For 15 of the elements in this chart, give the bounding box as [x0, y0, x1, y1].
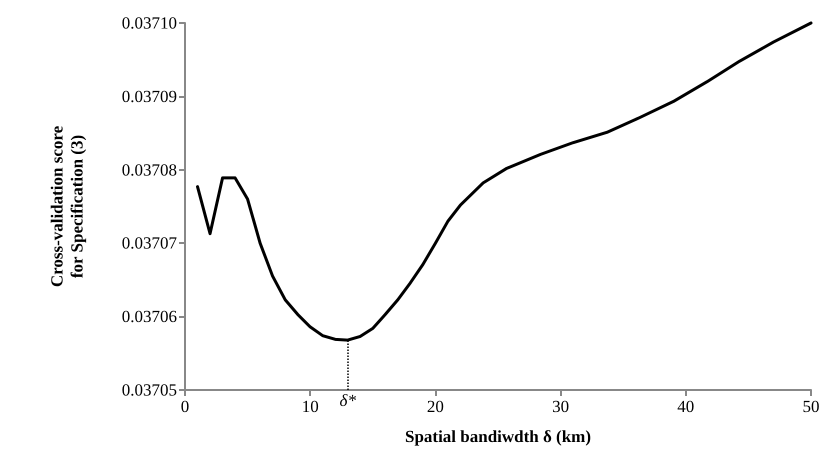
x-tick-label: 20: [426, 397, 444, 416]
x-tick-label: 30: [552, 397, 570, 416]
y-tick-label: 0.03709: [122, 86, 177, 106]
x-tick-label: 0: [180, 397, 190, 416]
y-tick-label: 0.03708: [122, 160, 177, 180]
y-axis-title: Cross-validation score for Specification (3): [48, 125, 86, 288]
y-tick-label: 0.03705: [122, 380, 177, 400]
y-tick-label: 0.03706: [122, 307, 177, 326]
y-tick-label: 0.03707: [122, 234, 178, 253]
x-tick-label: 40: [677, 397, 694, 416]
x-tick-label: 50: [802, 397, 820, 416]
ref-line-label: δ*: [340, 391, 356, 410]
x-tick-label: 10: [302, 397, 319, 416]
y-tick-label: 0.03710: [122, 14, 177, 32]
x-axis-title: Spatial bandiwdth δ (km): [405, 427, 591, 446]
